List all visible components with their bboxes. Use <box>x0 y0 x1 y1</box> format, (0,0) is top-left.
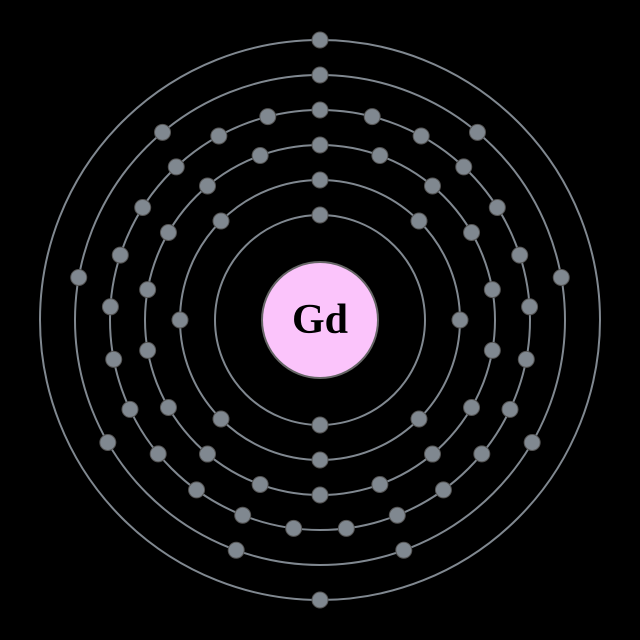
electron-shell-2 <box>312 172 328 188</box>
electron-shell-3 <box>372 148 388 164</box>
electron-shell-2 <box>452 312 468 328</box>
electron-shell-4 <box>312 102 328 118</box>
electron-shell-1 <box>312 417 328 433</box>
electron-shell-2 <box>213 411 229 427</box>
electron-shell-5 <box>553 269 569 285</box>
electron-shell-4 <box>512 247 528 263</box>
electron-shell-4 <box>102 299 118 315</box>
electron-shell-1 <box>312 207 328 223</box>
electron-shell-3 <box>484 342 500 358</box>
electron-shell-4 <box>518 351 534 367</box>
electron-shell-3 <box>200 178 216 194</box>
electron-shell-3 <box>424 178 440 194</box>
electron-shell-3 <box>140 342 156 358</box>
electron-shell-5 <box>155 124 171 140</box>
electron-shell-3 <box>252 148 268 164</box>
electron-shell-3 <box>312 137 328 153</box>
electron-shell-3 <box>160 400 176 416</box>
electron-shell-3 <box>252 476 268 492</box>
electron-shell-3 <box>464 400 480 416</box>
electron-shell-3 <box>140 282 156 298</box>
electron-shell-4 <box>122 401 138 417</box>
electron-shell-4 <box>389 507 405 523</box>
electron-shell-4 <box>112 247 128 263</box>
electron-shell-4 <box>189 482 205 498</box>
electron-shell-4 <box>260 109 276 125</box>
electron-shell-2 <box>312 452 328 468</box>
electron-shell-4 <box>106 351 122 367</box>
electron-shell-5 <box>396 542 412 558</box>
electron-shell-5 <box>469 124 485 140</box>
electron-shell-2 <box>411 411 427 427</box>
electron-shell-3 <box>424 446 440 462</box>
electron-shell-4 <box>135 199 151 215</box>
electron-shell-2 <box>411 213 427 229</box>
electron-shell-5 <box>100 435 116 451</box>
electron-shell-4 <box>235 507 251 523</box>
electron-shell-6 <box>312 592 328 608</box>
nucleus-label: Gd <box>292 297 348 343</box>
electron-shell-4 <box>364 109 380 125</box>
electron-shell-3 <box>464 225 480 241</box>
electron-shell-4 <box>168 159 184 175</box>
electron-shell-3 <box>312 487 328 503</box>
electron-shell-4 <box>150 446 166 462</box>
electron-shell-4 <box>435 482 451 498</box>
electron-shell-3 <box>160 225 176 241</box>
electron-shell-4 <box>489 199 505 215</box>
electron-shell-2 <box>172 312 188 328</box>
electron-shell-4 <box>456 159 472 175</box>
electron-shell-4 <box>474 446 490 462</box>
electron-shell-4 <box>338 520 354 536</box>
electron-shell-3 <box>484 282 500 298</box>
electron-shell-5 <box>312 67 328 83</box>
electron-shell-4 <box>211 128 227 144</box>
electron-shell-4 <box>502 401 518 417</box>
electron-shell-2 <box>213 213 229 229</box>
electron-shell-3 <box>200 446 216 462</box>
electron-shell-3 <box>372 476 388 492</box>
electron-shell-diagram: Gd <box>0 0 640 640</box>
electron-shell-4 <box>286 520 302 536</box>
electron-shell-5 <box>71 269 87 285</box>
electron-shell-4 <box>522 299 538 315</box>
electron-shell-5 <box>228 542 244 558</box>
electron-shell-4 <box>413 128 429 144</box>
electron-shell-6 <box>312 32 328 48</box>
electron-shell-5 <box>524 435 540 451</box>
